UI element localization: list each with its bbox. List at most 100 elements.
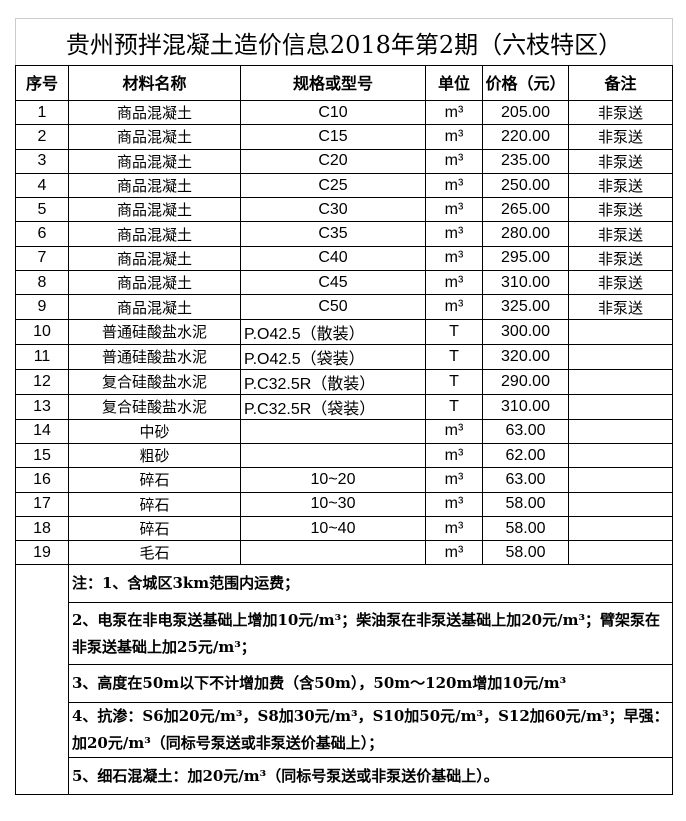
price-table: 贵州预拌混凝土造价信息2018年第2期（六枝特区） 序号 材料名称 规格或型号 … (14, 18, 674, 796)
row-index: 18 (15, 515, 69, 542)
remark: 非泵送 (567, 148, 674, 174)
remark: 非泵送 (567, 270, 674, 296)
note-row: 2、电泵在非电泵送基础上增加10元/m³；柴油泵在非泵送基础上加20元/m³；臂… (16, 602, 674, 666)
material-name: 碎石 (68, 467, 241, 493)
price: 62.00 (482, 442, 569, 469)
note-text: 4、抗渗：S6加20元/m³，S8加30元/m³，S10加50元/m³，S12加… (67, 702, 674, 759)
spec: C40 (240, 245, 426, 272)
remark (567, 491, 674, 517)
price: 300.00 (482, 318, 569, 345)
material-name: 毛石 (68, 540, 241, 566)
remark: 非泵送 (567, 124, 674, 150)
table-row: 14 中砂 m³ 63.00 (15, 418, 674, 444)
material-name: 普通硅酸盐水泥 (68, 318, 241, 345)
table-row: 16 碎石 10~20 m³ 63.00 (15, 467, 674, 493)
table-row: 4 商品混凝土 C25 m³ 250.00 非泵送 (15, 172, 674, 199)
material-name: 复合硅酸盐水泥 (68, 368, 241, 395)
material-name: 商品混凝土 (68, 148, 241, 174)
material-name: 碎石 (68, 515, 241, 542)
table-row: 1 商品混凝土 C10 m³ 205.00 非泵送 (15, 99, 674, 126)
spec: C25 (240, 172, 426, 199)
unit: m³ (425, 270, 483, 296)
row-index: 15 (15, 442, 69, 469)
price: 63.00 (482, 467, 569, 493)
row-index: 13 (15, 393, 69, 420)
spec: C45 (240, 270, 426, 296)
price: 58.00 (482, 540, 569, 566)
row-index: 14 (15, 418, 69, 444)
table-row: 6 商品混凝土 C35 m³ 280.00 非泵送 (15, 221, 674, 247)
spec (240, 540, 426, 566)
price: 63.00 (482, 418, 569, 444)
remark (567, 368, 674, 395)
price: 310.00 (482, 393, 569, 420)
remark: 非泵送 (567, 245, 674, 272)
price: 220.00 (482, 124, 569, 150)
spec: C10 (240, 99, 426, 126)
material-name: 复合硅酸盐水泥 (68, 393, 241, 420)
unit: m³ (425, 124, 483, 150)
price: 235.00 (482, 148, 569, 174)
unit: m³ (425, 294, 483, 320)
remark: 非泵送 (567, 221, 674, 247)
header-index: 序号 (15, 65, 69, 101)
remark (567, 343, 674, 370)
material-name: 商品混凝土 (68, 124, 241, 150)
table-row: 5 商品混凝土 C30 m³ 265.00 非泵送 (15, 197, 674, 223)
price: 320.00 (482, 343, 569, 370)
row-index: 16 (15, 467, 69, 493)
spec: P.C32.5R（散装） (240, 368, 426, 395)
unit: T (425, 368, 483, 395)
header-spec: 规格或型号 (240, 65, 426, 101)
header-remark: 备注 (567, 65, 674, 101)
material-name: 商品混凝土 (68, 99, 241, 126)
remark: 非泵送 (567, 99, 674, 126)
material-name: 商品混凝土 (68, 270, 241, 296)
table-row: 11 普通硅酸盐水泥 P.O42.5（袋装） T 320.00 (15, 343, 674, 370)
material-name: 商品混凝土 (68, 245, 241, 272)
unit: m³ (425, 540, 483, 566)
row-index: 1 (15, 99, 69, 126)
note-text: 2、电泵在非电泵送基础上增加10元/m³；柴油泵在非泵送基础上加20元/m³；臂… (67, 602, 674, 666)
row-index: 3 (15, 148, 69, 174)
unit: m³ (425, 418, 483, 444)
table-row: 8 商品混凝土 C45 m³ 310.00 非泵送 (15, 270, 674, 296)
price: 265.00 (482, 197, 569, 223)
row-index: 8 (15, 270, 69, 296)
remark: 非泵送 (567, 294, 674, 320)
table-row: 15 粗砂 m³ 62.00 (15, 442, 674, 469)
table-row: 10 普通硅酸盐水泥 P.O42.5（散装） T 300.00 (15, 318, 674, 345)
spec (240, 442, 426, 469)
remark (567, 515, 674, 542)
note-row: 5、细石混凝土：加20元/m³（同标号泵送或非泵送价基础上）。 (16, 757, 674, 796)
table-row: 12 复合硅酸盐水泥 P.C32.5R（散装） T 290.00 (15, 368, 674, 395)
material-name: 普通硅酸盐水泥 (68, 343, 241, 370)
row-index: 11 (15, 343, 69, 370)
note-blank-cell (15, 564, 69, 796)
remark (567, 540, 674, 566)
note-text: 注：1、含城区3km范围内运费； (67, 564, 674, 604)
unit: m³ (425, 245, 483, 272)
table-row: 2 商品混凝土 C15 m³ 220.00 非泵送 (15, 124, 674, 150)
unit: m³ (425, 491, 483, 517)
row-index: 7 (15, 245, 69, 272)
material-name: 粗砂 (68, 442, 241, 469)
spec: C30 (240, 197, 426, 223)
unit: m³ (425, 467, 483, 493)
row-index: 9 (15, 294, 69, 320)
spec: P.O42.5（散装） (240, 318, 426, 345)
material-name: 商品混凝土 (68, 172, 241, 199)
unit: m³ (425, 515, 483, 542)
table-row: 7 商品混凝土 C40 m³ 295.00 非泵送 (15, 245, 674, 272)
spec: 10~40 (240, 515, 426, 542)
note-row: 4、抗渗：S6加20元/m³，S8加30元/m³，S10加50元/m³，S12加… (16, 702, 674, 759)
material-name: 中砂 (68, 418, 241, 444)
row-index: 17 (15, 491, 69, 517)
row-index: 2 (15, 124, 69, 150)
row-index: 10 (15, 318, 69, 345)
spec: C50 (240, 294, 426, 320)
price: 58.00 (482, 515, 569, 542)
table-row: 19 毛石 m³ 58.00 (15, 540, 674, 566)
price: 325.00 (482, 294, 569, 320)
unit: m³ (425, 197, 483, 223)
